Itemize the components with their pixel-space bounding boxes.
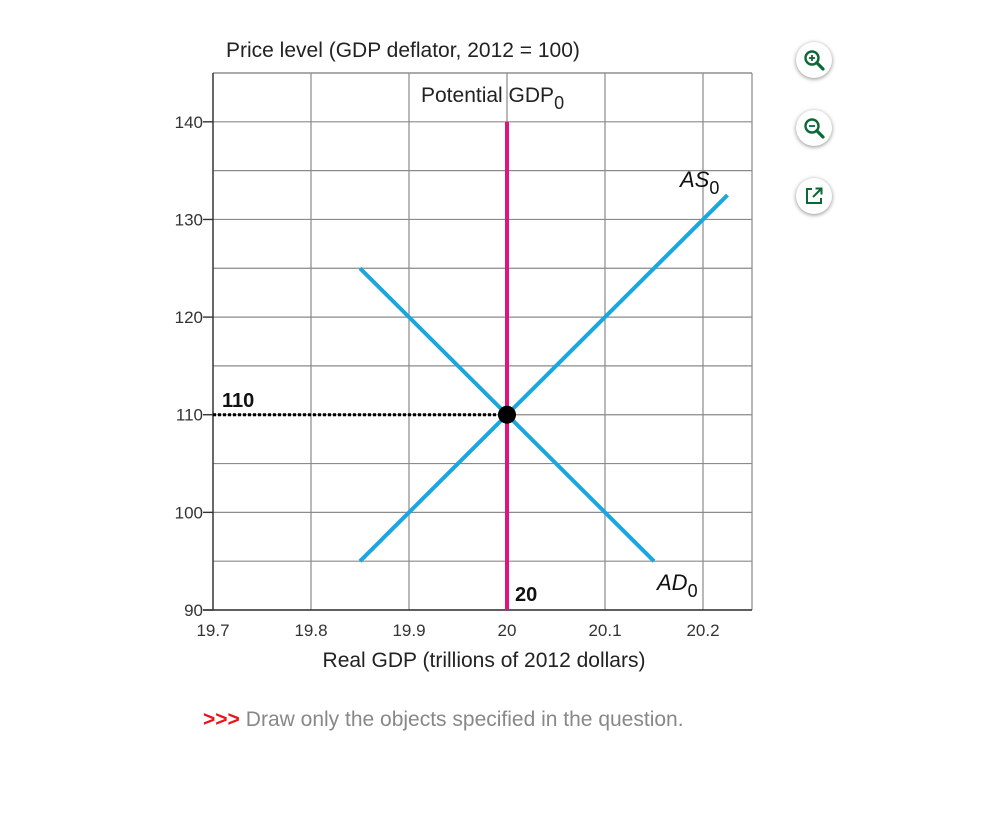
y-tick-label: 120 <box>175 308 203 327</box>
note-text: Draw only the objects specified in the q… <box>245 708 684 731</box>
equilibrium-price-label: 110 <box>222 390 254 412</box>
popout-button[interactable] <box>796 178 832 214</box>
note-arrows: >>> <box>203 708 240 731</box>
zoom-in-icon <box>804 50 825 71</box>
label-background <box>513 584 540 606</box>
x-axis-label: Real GDP (trillions of 2012 dollars) <box>323 649 646 672</box>
x-tick-label: 20.1 <box>588 621 621 640</box>
zoom-in-button[interactable] <box>796 42 832 78</box>
y-axis-label: Price level (GDP deflator, 2012 = 100) <box>226 39 580 62</box>
ticks: 90 100 110 120 130 140 19.7 19.8 19.9 20 20.1 20.2 <box>175 113 720 640</box>
y-tick-label: 140 <box>175 113 203 132</box>
y-tick-label: 110 <box>176 406 203 425</box>
equilibrium-point <box>498 405 516 424</box>
ad-curve-label: AD0 <box>655 570 698 601</box>
zoom-out-icon <box>804 118 825 139</box>
curve-labels: AS0 AD0 Potential GDP0 110 20 <box>220 84 719 606</box>
y-tick-label: 130 <box>175 210 203 229</box>
y-tick-label: 90 <box>184 601 203 620</box>
y-tick-label: 100 <box>175 503 203 522</box>
zoom-out-button[interactable] <box>796 110 832 146</box>
x-tick-label: 19.7 <box>196 621 229 640</box>
x-tick-label: 20.2 <box>686 621 719 640</box>
as-curve <box>358 193 729 563</box>
x-tick-label: 20 <box>498 621 517 640</box>
x-tick-label: 19.9 <box>392 621 425 640</box>
curves <box>358 121 729 610</box>
potential-gdp-label: Potential GDP0 <box>421 84 564 113</box>
instruction-note: >>> Draw only the objects specified in th… <box>203 708 684 732</box>
popout-icon <box>806 187 823 204</box>
equilibrium-gdp-label: 20 <box>515 584 537 606</box>
grid <box>212 72 753 611</box>
axes <box>203 73 752 611</box>
label-background <box>220 390 257 412</box>
as-curve-label: AS0 <box>678 167 719 198</box>
x-tick-label: 19.8 <box>294 621 327 640</box>
